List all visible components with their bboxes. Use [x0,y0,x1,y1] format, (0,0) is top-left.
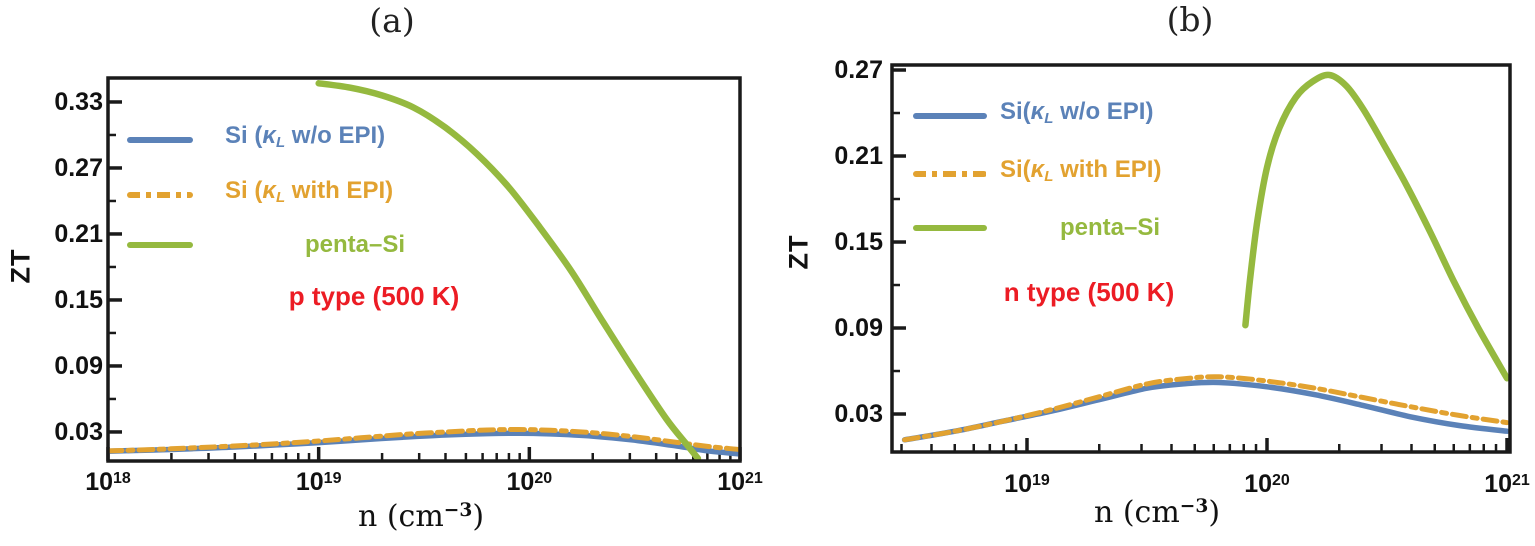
kappa-subscript: L [1044,168,1054,185]
legend-item-si-wo-epi: Si(κL w/o EPI) [913,97,1153,134]
y-tick-label-0.15: 0.15 [834,228,883,257]
panel-b-y-axis-label: ZT [783,234,814,270]
panel-a-title: (a) [369,1,415,40]
curve-si_with_epi [107,427,741,454]
panel-b-doping-annotation: n type (500 K) [1003,277,1175,307]
y-tick-label-0.21: 0.21 [54,219,103,248]
panel-a-x-axis-label: n (cm−3) [358,499,484,534]
curve-si_with_epi [902,374,1510,443]
legend-label-text: penta–Si [1060,214,1161,241]
x-tick-label-1e21: 1021 [717,468,763,496]
kappa-subscript: L [275,189,286,206]
kappa-symbol: κ [262,177,276,204]
legend-label: Si (κL w/o EPI) [225,121,385,158]
legend-line-swatch-dashdot [913,170,987,177]
y-tick-label-0.27: 0.27 [834,56,883,85]
x-label-close: ) [472,499,485,534]
legend-label-rest: w/o EPI) [285,122,386,149]
legend-label-rest: with EPI) [285,177,394,204]
legend-label: Si(κL with EPI) [1000,155,1161,192]
curve-penta_si [315,80,702,462]
curve-penta_si [1242,71,1511,382]
y-tick-label-0.03: 0.03 [834,400,883,429]
legend-label-text: penta–Si [305,231,406,258]
x-tick-label-1e20: 1020 [1244,470,1290,498]
legend-item-penta-si: penta–Si [913,213,1160,243]
legend-item-si-with-epi: Si(κL with EPI) [913,155,1161,192]
kappa-subscript: L [275,134,286,151]
y-tick-label-0.09: 0.09 [54,351,103,380]
y-tick-label-0.03: 0.03 [54,417,103,446]
legend-item-si-with-epi: Si (κL with EPI) [127,176,393,213]
legend-line-swatch-dashdot [127,191,193,198]
plot-frame [890,63,1512,454]
panel-b-title: (b) [1166,0,1214,39]
legend-label-text: Si( [1000,98,1031,125]
legend-label-text: Si ( [225,122,263,149]
legend-item-penta-si: penta–Si [127,230,405,260]
legend-label-rest: w/o EPI) [1053,98,1154,125]
x-tick-label-1e19: 1019 [295,468,342,496]
x-label-exponent: −3 [443,499,473,521]
x-tick-label-1e20: 1020 [506,468,553,496]
legend-label: penta–Si [225,230,405,260]
curve-si_wo_epi [901,379,1510,443]
panel-b-plot [890,63,1512,454]
panel-b-x-axis-label: n (cm−3) [1094,495,1220,530]
legend-line-swatch-solid [127,242,193,248]
x-label-close: ) [1208,495,1221,530]
legend-line-swatch-solid [913,225,987,231]
x-tick-label-1e21: 1021 [1484,470,1530,498]
y-tick-label-0.09: 0.09 [834,314,883,343]
legend-item-si-wo-epi: Si (κL w/o EPI) [127,121,385,158]
legend-label: Si (κL with EPI) [225,176,393,213]
legend-label: penta–Si [1000,213,1160,243]
panel-a-doping-annotation: p type (500 K) [288,281,460,311]
y-tick-label-0.15: 0.15 [54,285,103,314]
legend-label-rest: with EPI) [1053,156,1162,183]
legend-label-text: Si ( [225,177,263,204]
legend-label: Si(κL w/o EPI) [1000,97,1153,134]
kappa-symbol: κ [1030,156,1045,183]
x-label-text: n (cm [1093,495,1180,530]
legend-label-text: Si( [1000,156,1031,183]
legend-line-swatch-solid [913,112,987,119]
panel-a-plot [106,76,742,463]
y-tick-label-0.27: 0.27 [54,153,103,182]
kappa-symbol: κ [262,122,276,149]
kappa-symbol: κ [1030,98,1045,125]
kappa-subscript: L [1044,110,1054,127]
y-tick-label-0.33: 0.33 [54,87,103,116]
x-label-text: n (cm [357,499,444,534]
x-tick-label-1e18: 1018 [85,468,131,496]
legend-line-swatch-solid [127,136,193,143]
y-tick-label-0.21: 0.21 [834,142,883,171]
x-tick-label-1e19: 1019 [1004,470,1050,498]
x-label-exponent: −3 [1179,495,1209,517]
panel-a-y-axis-label: ZT [5,248,36,284]
plot-frame [106,76,742,463]
